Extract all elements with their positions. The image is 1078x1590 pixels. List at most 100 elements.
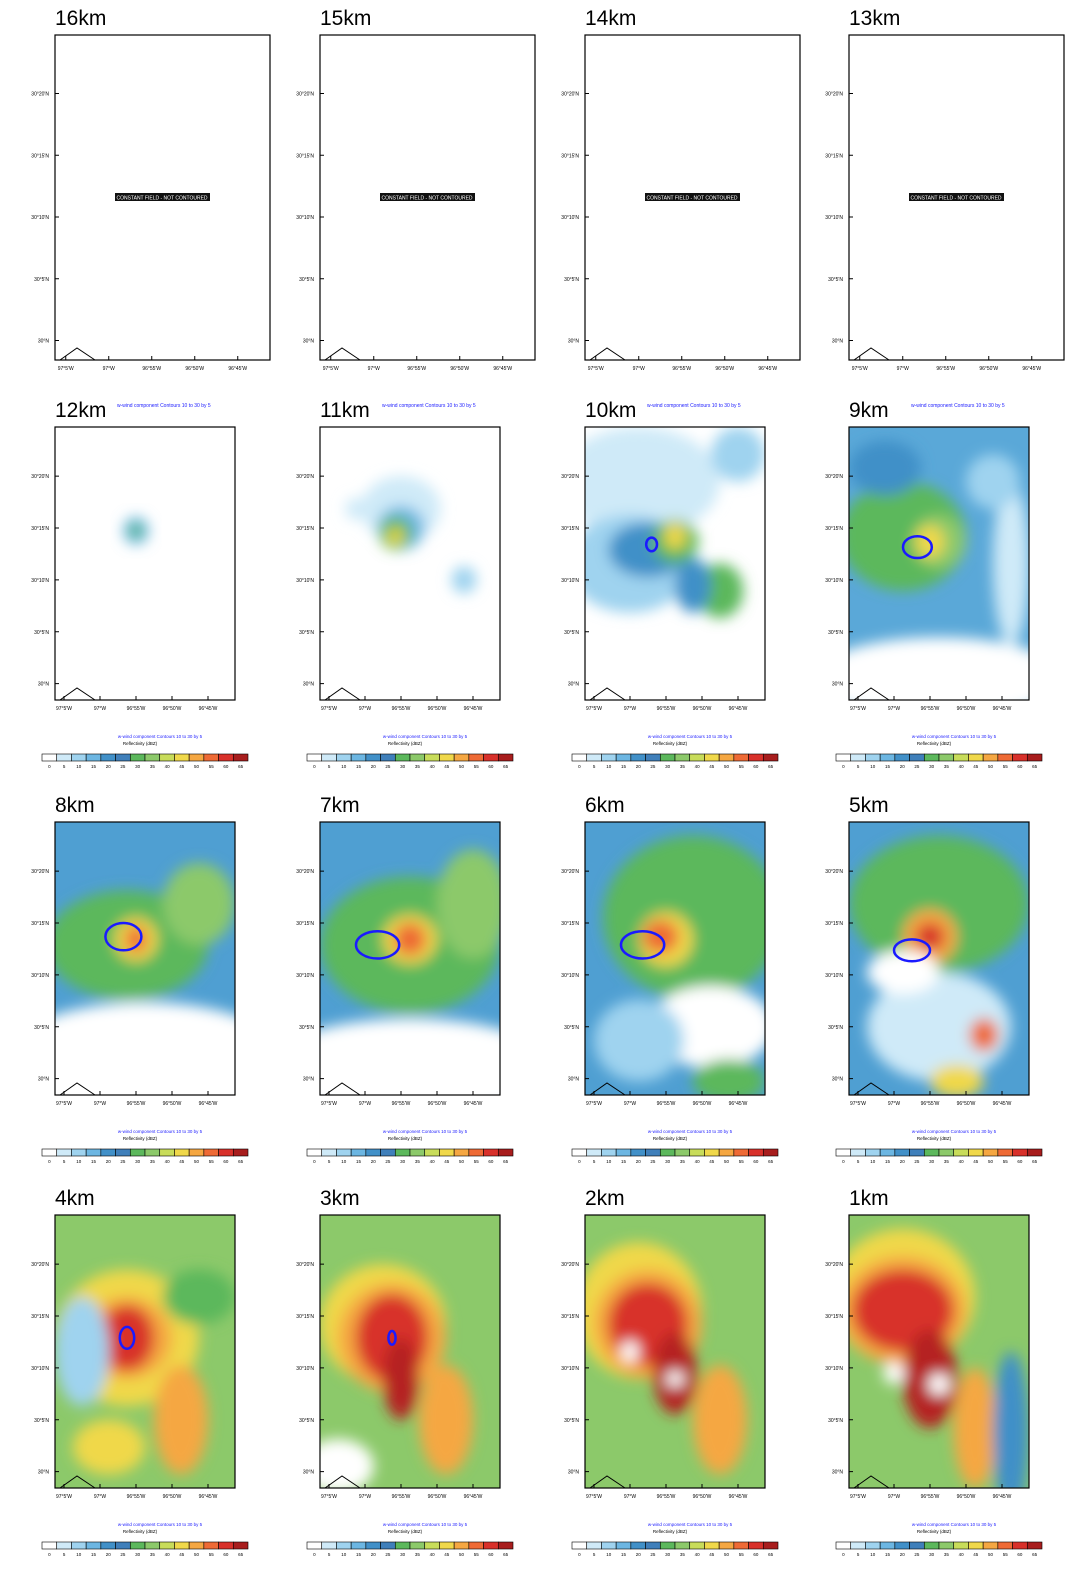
lon-label: 96°50'W xyxy=(979,366,998,372)
panel: 5km 30°20'N 30°15'N 30°10'N 30°5'N 30°N 97°5'W… xyxy=(825,794,1043,1164)
panel-title: 3km xyxy=(320,1187,360,1210)
colorbar-box xyxy=(71,1541,87,1550)
colorbar-label: 45 xyxy=(444,1159,450,1164)
lon-label: 97°W xyxy=(888,1101,901,1107)
colorbar-label: 45 xyxy=(973,1552,979,1557)
field xyxy=(320,1215,500,1488)
panel-title: 13km xyxy=(849,7,900,30)
lon-label: 97°5'W xyxy=(58,366,74,372)
lat-label: 30°5'N xyxy=(34,1025,49,1031)
colorbar-label: 25 xyxy=(385,1159,391,1164)
lon-label: 97°5'W xyxy=(323,366,339,372)
colorbar-label: 10 xyxy=(870,1159,876,1164)
colorbar-label: 50 xyxy=(194,1552,200,1557)
lon-label: 96°50'W xyxy=(163,1494,182,1500)
field xyxy=(585,1215,765,1488)
lon-label: 96°50'W xyxy=(693,1494,712,1500)
colorbar-label: 10 xyxy=(76,1159,82,1164)
reflectivity-area xyxy=(154,1365,208,1475)
colorbar-label: 65 xyxy=(503,764,509,769)
panel: 10km 30°20'N 30°15'N 30°10'N 30°5'N 30°N 97°5'… xyxy=(561,399,779,769)
colorbar-box xyxy=(601,1541,617,1550)
field xyxy=(849,822,1029,1095)
lat-label: 30°10'N xyxy=(561,973,579,979)
lat-label: 30°15'N xyxy=(561,1314,579,1320)
colorbar-label: 35 xyxy=(415,764,421,769)
lat-label: 30°20'N xyxy=(825,869,843,875)
colorbar-box xyxy=(306,1148,323,1157)
colorbar-box xyxy=(218,1148,234,1157)
lat-label: 30°N xyxy=(568,1470,580,1476)
colorbar-box xyxy=(174,1541,190,1550)
colorbar-label: 20 xyxy=(900,1552,906,1557)
colorbar-box xyxy=(704,753,720,762)
colorbar-label: 30 xyxy=(400,1159,406,1164)
reflectivity-area xyxy=(953,1367,997,1488)
colorbar-box xyxy=(453,1541,470,1550)
colorbar-box xyxy=(659,1148,676,1157)
colorbar-box xyxy=(762,753,779,762)
panel: 14km 30°20'N 30°15'N 30°10'N 30°5'N 30°N 97°5'… xyxy=(561,7,801,372)
colorbar-label: 0 xyxy=(578,1159,581,1164)
colorbar-box xyxy=(394,1541,411,1550)
plot-frame xyxy=(319,34,536,361)
colorbar-label: 20 xyxy=(900,764,906,769)
colorbar-label: 45 xyxy=(973,764,979,769)
colorbar-box xyxy=(232,753,249,762)
colorbar-label: 55 xyxy=(209,1552,215,1557)
lat-label: 30°10'N xyxy=(825,973,843,979)
colorbar-box xyxy=(835,753,852,762)
colorbar-label: 0 xyxy=(842,764,845,769)
colorbar-box xyxy=(586,1148,602,1157)
reflectivity-area xyxy=(387,528,404,545)
lon-label: 97°5'W xyxy=(586,1494,602,1500)
colorbar-label: 15 xyxy=(621,1159,627,1164)
colorbar-box xyxy=(188,1148,205,1157)
colorbar-title: Reflectivity (dBZ) xyxy=(653,741,688,746)
colorbar-label: 0 xyxy=(48,1159,51,1164)
constant-field-box xyxy=(645,193,740,201)
reflectivity-area xyxy=(675,558,711,613)
colorbar-box xyxy=(100,1148,116,1157)
lat-label: 30°15'N xyxy=(296,921,314,927)
lon-label: 96°50'W xyxy=(693,1101,712,1107)
lat-label: 30°10'N xyxy=(825,215,843,221)
colorbar-box xyxy=(394,753,411,762)
panel: 1km 30°20'N 30°15'N 30°10'N 30°5'N 30°N 97°5'W… xyxy=(825,1187,1043,1557)
constant-field-box xyxy=(115,193,210,201)
colorbar-label: 35 xyxy=(680,1159,686,1164)
lat-label: 30°10'N xyxy=(825,578,843,584)
lon-label: 97°W xyxy=(888,1494,901,1500)
colorbar-box xyxy=(365,753,381,762)
colorbar-label: 25 xyxy=(120,1552,126,1557)
lon-label: 97°W xyxy=(94,1101,107,1107)
lat-label: 30°10'N xyxy=(296,973,314,979)
constant-field-box xyxy=(909,193,1004,201)
lat-label: 30°15'N xyxy=(31,921,49,927)
plot-frame xyxy=(54,34,271,361)
colorbar-label: 0 xyxy=(313,764,316,769)
plot-frame xyxy=(584,34,801,361)
colorbar-box xyxy=(1026,1541,1043,1550)
colorbar-box xyxy=(894,753,910,762)
colorbar-box xyxy=(850,1148,866,1157)
colorbar-box xyxy=(85,1541,102,1550)
lat-label: 30°15'N xyxy=(296,526,314,532)
panel: 13km 30°20'N 30°15'N 30°10'N 30°5'N 30°N 97°5'… xyxy=(825,7,1065,372)
colorbar-label: 5 xyxy=(857,1552,860,1557)
colorbar-box xyxy=(365,1541,381,1550)
colorbar-box xyxy=(850,753,866,762)
panel: 16km 30°20'N 30°15'N 30°10'N 30°5'N 30°N 97°5'… xyxy=(31,7,271,372)
colorbar-label: 15 xyxy=(91,764,97,769)
colorbar-box xyxy=(144,1148,161,1157)
field-blobs xyxy=(585,1242,747,1475)
colorbar-label: 55 xyxy=(739,764,745,769)
reflectivity-area xyxy=(693,1059,765,1095)
colorbar-box xyxy=(336,1541,352,1550)
constant-field-box xyxy=(380,193,475,201)
colorbar-box xyxy=(982,753,999,762)
field-blobs xyxy=(55,1269,235,1475)
colorbar-box xyxy=(894,1541,910,1550)
lon-label: 97°5'W xyxy=(56,1101,72,1107)
lat-label: 30°10'N xyxy=(296,1366,314,1372)
